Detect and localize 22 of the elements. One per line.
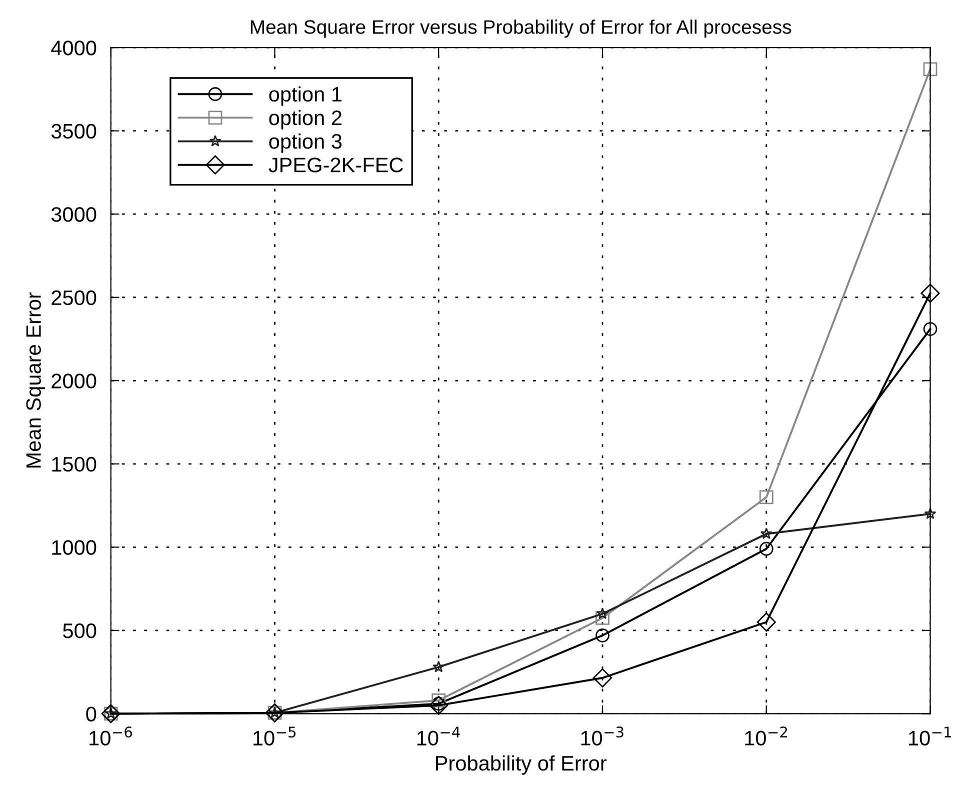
y-axis-title: Mean Square Error	[26, 292, 46, 468]
x-tick-label: 10$^{−3}$	[581, 726, 624, 746]
y-tick-label: 2500	[52, 290, 96, 306]
y-tick-label: 4000	[51, 40, 96, 56]
y-tick-label: 3500	[51, 124, 96, 139]
y-tick-label: 3000	[51, 207, 96, 222]
x-tick-label: 10$^{−2}$	[745, 726, 787, 746]
y-tick-label: 2000	[52, 374, 96, 388]
x-axis-title: Probability of Error	[436, 755, 606, 775]
x-tick-label: 10$^{−1}$	[909, 726, 951, 746]
legend-label: JPEG-2K-FEC	[268, 158, 403, 172]
legend-label: option 3	[269, 133, 342, 153]
y-tick-label: 0	[86, 706, 96, 722]
x-tick-label: 10$^{−5}$	[254, 726, 296, 746]
x-tick-label: 10$^{−6}$	[90, 726, 132, 746]
y-tick-label: 1000	[52, 540, 96, 555]
x-tick-label: 10$^{−4}$	[417, 726, 460, 746]
legend-label: option 1	[269, 86, 342, 106]
legend-label: option 2	[269, 110, 342, 130]
y-tick-label: 500	[63, 623, 96, 638]
chart-title: Mean Square Error versus Probability of Error for All procesess	[250, 20, 792, 38]
y-tick-label: 1500	[52, 456, 96, 472]
